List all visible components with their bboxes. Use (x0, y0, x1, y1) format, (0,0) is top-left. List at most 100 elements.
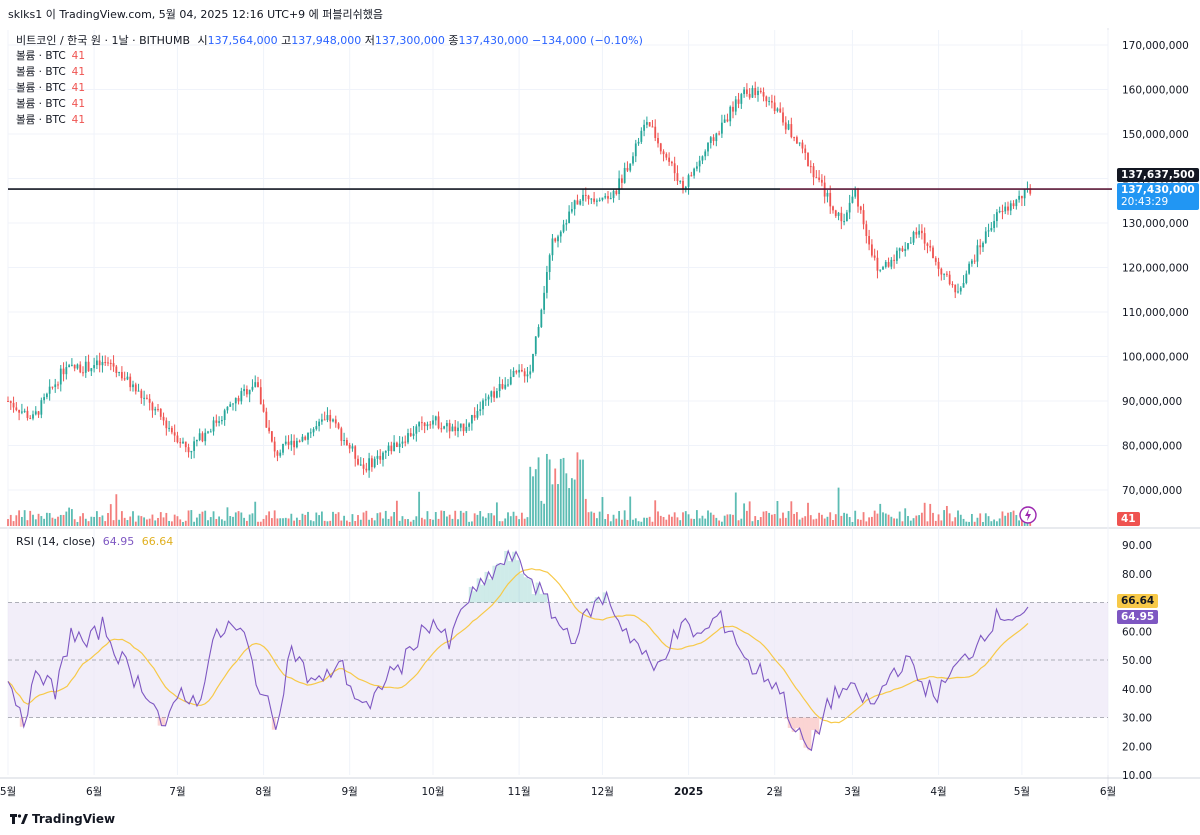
candle-body (418, 422, 421, 427)
candle-body (162, 416, 165, 421)
time-tick-label: 6월 (1100, 786, 1116, 798)
volume-bar (879, 503, 882, 526)
volume-bar (451, 518, 454, 526)
volume-bar (757, 520, 759, 526)
candle-body (707, 142, 709, 152)
volume-bar (715, 517, 718, 526)
candle-body (295, 440, 298, 448)
candle-body (312, 429, 315, 433)
candle-body (670, 161, 673, 164)
rsi-overbought-fill (500, 564, 505, 603)
rsi-value: 64.95 (102, 535, 135, 548)
volume-bar (809, 515, 812, 526)
candle-body (76, 364, 79, 369)
candle-body (265, 411, 268, 428)
volume-legend-row[interactable]: 볼륨 · BTC 41 (16, 48, 85, 63)
candle-body (45, 393, 48, 398)
candle-body (918, 230, 921, 235)
candle-body (407, 433, 409, 443)
candle-body (768, 100, 771, 102)
volume-bar (795, 512, 798, 526)
volume-bar (634, 518, 637, 526)
volume-bar (395, 500, 398, 526)
candle-body (340, 428, 343, 441)
candle-body (101, 362, 104, 366)
candle-body (468, 423, 471, 427)
volume-bar (934, 520, 937, 526)
volume-bar (423, 519, 426, 526)
rsi-overbought-fill (519, 573, 524, 603)
volume-bar (523, 518, 526, 526)
candle-body (770, 100, 773, 103)
volume-bar (57, 516, 59, 526)
volume-bar (215, 518, 218, 526)
volume-bar (568, 488, 571, 526)
candle-body (648, 122, 651, 127)
candle-body (365, 468, 368, 471)
volume-legend-row[interactable]: 볼륨 · BTC 41 (16, 64, 85, 79)
volume-bar (445, 516, 448, 526)
volume-bar (212, 511, 215, 526)
volume-bar (657, 511, 659, 526)
candle-body (876, 257, 879, 271)
volume-bar (320, 511, 323, 526)
volume-bar (632, 519, 634, 526)
volume-legend-row[interactable]: 볼륨 · BTC 41 (16, 96, 85, 111)
candle-body (229, 404, 232, 407)
volume-bar (848, 517, 851, 526)
candle-body (845, 212, 848, 222)
volume-bar (857, 519, 859, 526)
candle-body (962, 283, 965, 288)
candle-body (812, 166, 815, 178)
volume-bar (540, 500, 543, 526)
candle-body (909, 242, 912, 244)
candle-body (87, 361, 90, 372)
volume-bar (107, 512, 109, 526)
candle-body (351, 446, 354, 449)
candle-body (145, 397, 148, 399)
volume-bar (20, 516, 23, 526)
candle-body (745, 89, 748, 94)
volume-bar (437, 518, 440, 526)
candle-body (834, 210, 837, 216)
candle-body (118, 372, 121, 374)
candle-body (490, 391, 493, 397)
volume-bar (507, 512, 509, 526)
volume-bar (112, 520, 115, 526)
volume-bar (723, 515, 726, 526)
candle-body (854, 189, 857, 197)
candle-body (893, 259, 896, 261)
candle-body (48, 386, 51, 394)
symbol-name[interactable]: 비트코인 / 한국 원 · 1날 · BITHUMB (16, 34, 191, 47)
price-tick-label: 80,000,000 (1122, 441, 1182, 453)
candle-body (754, 88, 757, 96)
volume-bar (390, 516, 393, 526)
rsi-legend[interactable]: RSI (14, close) 64.95 66.64 (16, 535, 173, 548)
rsi-tick-label: 40.00 (1122, 684, 1152, 696)
volume-bar (409, 521, 412, 526)
volume-bar (945, 505, 948, 526)
candle-body (757, 90, 759, 96)
candle-body (32, 414, 34, 419)
volume-bar (1018, 520, 1021, 526)
volume-bar (843, 512, 846, 526)
candle-body (793, 137, 796, 139)
volume-bar (768, 512, 771, 526)
volume-bar (26, 520, 29, 526)
volume-bar (37, 513, 40, 526)
price-tick-label: 150,000,000 (1122, 129, 1189, 141)
rsi-tick-label: 30.00 (1122, 713, 1152, 725)
volume-legend-row[interactable]: 볼륨 · BTC 41 (16, 112, 85, 127)
volume-bar (909, 520, 912, 526)
candle-body (545, 272, 548, 293)
volume-bar (918, 515, 921, 526)
candle-body (693, 168, 696, 176)
candle-body (673, 163, 676, 174)
volume-bar (940, 520, 943, 526)
volume-legend-row[interactable]: 볼륨 · BTC 41 (16, 80, 85, 95)
volume-bar (120, 511, 123, 526)
candle-body (484, 399, 487, 401)
volume-bar (995, 521, 998, 526)
tradingview-logo[interactable]: TradingView (10, 812, 115, 826)
